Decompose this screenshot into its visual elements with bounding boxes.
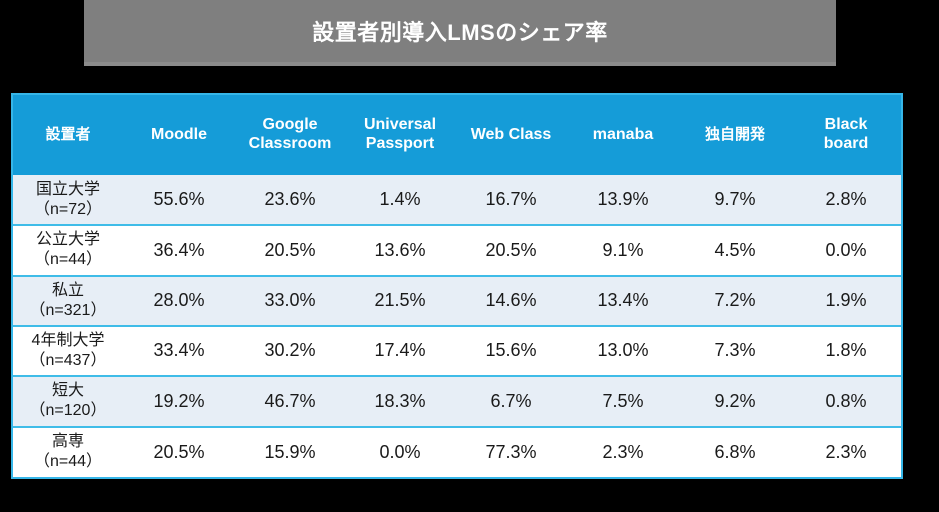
cell-web-class: 20.5% bbox=[455, 224, 567, 276]
table-row: 4年制大学 （n=437） 33.4% 30.2% 17.4% 15.6% 13… bbox=[13, 324, 901, 377]
table-row: 私立 （n=321） 28.0% 33.0% 21.5% 14.6% 13.4%… bbox=[13, 274, 901, 326]
cell-blackboard: 2.3% bbox=[791, 425, 901, 477]
cell-web-class: 15.6% bbox=[455, 324, 567, 377]
table-row: 国立大学 （n=72） 55.6% 23.6% 1.4% 16.7% 13.9%… bbox=[13, 175, 901, 226]
cell-universal-passport: 0.0% bbox=[345, 425, 455, 477]
cell-in-house: 7.3% bbox=[679, 324, 791, 377]
cell-blackboard: 0.8% bbox=[791, 375, 901, 427]
cell-google-classroom: 23.6% bbox=[235, 175, 345, 226]
cell-in-house: 4.5% bbox=[679, 224, 791, 276]
cell-universal-passport: 21.5% bbox=[345, 274, 455, 326]
table-row: 高専 （n=44） 20.5% 15.9% 0.0% 77.3% 2.3% 6.… bbox=[13, 425, 901, 477]
cell-manaba: 7.5% bbox=[567, 375, 679, 427]
row-label-line2: （n=44） bbox=[33, 251, 103, 269]
row-label-line2: （n=120） bbox=[29, 402, 107, 420]
cell-manaba: 2.3% bbox=[567, 425, 679, 477]
lms-share-table: 設置者 Moodle Google Classroom Universal Pa… bbox=[13, 95, 901, 477]
cell-manaba: 9.1% bbox=[567, 224, 679, 276]
column-header-line1: 独自開発 bbox=[704, 126, 765, 144]
page-title: 設置者別導入LMSのシェア率 bbox=[312, 20, 608, 45]
cell-blackboard: 1.9% bbox=[791, 274, 901, 326]
cell-google-classroom: 15.9% bbox=[235, 425, 345, 477]
row-label-line1: 4年制大学 bbox=[31, 332, 105, 350]
column-header-web-class: Web Class bbox=[455, 95, 567, 175]
cell-web-class: 6.7% bbox=[455, 375, 567, 427]
column-header-universal-passport: Universal Passport bbox=[345, 95, 455, 175]
table-body: 国立大学 （n=72） 55.6% 23.6% 1.4% 16.7% 13.9%… bbox=[13, 175, 901, 477]
column-header-line1: Google bbox=[262, 116, 318, 134]
cell-manaba: 13.4% bbox=[567, 274, 679, 326]
column-header-blackboard: Black board bbox=[791, 95, 901, 175]
cell-manaba: 13.0% bbox=[567, 324, 679, 377]
row-label-line1: 国立大学 bbox=[35, 180, 100, 198]
column-header-line1: Moodle bbox=[151, 125, 207, 143]
column-header-line1: 設置者 bbox=[45, 126, 91, 144]
lms-share-table-container: 設置者 Moodle Google Classroom Universal Pa… bbox=[11, 93, 903, 479]
row-header-national-university: 国立大学 （n=72） bbox=[13, 175, 123, 226]
cell-moodle: 20.5% bbox=[123, 425, 235, 477]
column-header-line2: board bbox=[823, 135, 869, 152]
cell-in-house: 9.7% bbox=[679, 175, 791, 226]
row-label-line2: （n=72） bbox=[33, 200, 103, 218]
cell-manaba: 13.9% bbox=[567, 175, 679, 226]
table-header-row: 設置者 Moodle Google Classroom Universal Pa… bbox=[13, 95, 901, 175]
cell-moodle: 36.4% bbox=[123, 224, 235, 276]
cell-moodle: 28.0% bbox=[123, 274, 235, 326]
row-header-public-university: 公立大学 （n=44） bbox=[13, 224, 123, 276]
cell-web-class: 77.3% bbox=[455, 425, 567, 477]
row-label-line1: 高専 bbox=[51, 433, 84, 451]
table-row: 公立大学 （n=44） 36.4% 20.5% 13.6% 20.5% 9.1%… bbox=[13, 224, 901, 276]
row-header-four-year-university: 4年制大学 （n=437） bbox=[13, 324, 123, 377]
column-header-in-house-development: 独自開発 bbox=[679, 95, 791, 175]
row-label-line2: （n=44） bbox=[33, 453, 103, 471]
column-header-moodle: Moodle bbox=[123, 95, 235, 175]
column-header-installer: 設置者 bbox=[13, 95, 123, 175]
column-header-line1: manaba bbox=[592, 125, 654, 143]
cell-moodle: 19.2% bbox=[123, 375, 235, 427]
column-header-manaba: manaba bbox=[567, 95, 679, 175]
cell-web-class: 14.6% bbox=[455, 274, 567, 326]
cell-in-house: 9.2% bbox=[679, 375, 791, 427]
row-label-line1: 私立 bbox=[51, 281, 84, 299]
row-header-technical-college: 高専 （n=44） bbox=[13, 425, 123, 477]
row-label-line1: 公立大学 bbox=[35, 231, 100, 249]
column-header-line1: Universal bbox=[363, 116, 437, 134]
row-header-junior-college: 短大 （n=120） bbox=[13, 375, 123, 427]
cell-in-house: 6.8% bbox=[679, 425, 791, 477]
cell-blackboard: 0.0% bbox=[791, 224, 901, 276]
cell-universal-passport: 1.4% bbox=[345, 175, 455, 226]
column-header-line2: Classroom bbox=[248, 135, 332, 152]
row-header-private: 私立 （n=321） bbox=[13, 274, 123, 326]
cell-blackboard: 2.8% bbox=[791, 175, 901, 226]
cell-moodle: 33.4% bbox=[123, 324, 235, 377]
column-header-line1: Web Class bbox=[470, 125, 552, 143]
cell-google-classroom: 46.7% bbox=[235, 375, 345, 427]
row-label-line2: （n=437） bbox=[29, 352, 107, 370]
cell-google-classroom: 30.2% bbox=[235, 324, 345, 377]
cell-in-house: 7.2% bbox=[679, 274, 791, 326]
cell-google-classroom: 33.0% bbox=[235, 274, 345, 326]
column-header-line2: Passport bbox=[365, 135, 435, 152]
table-header: 設置者 Moodle Google Classroom Universal Pa… bbox=[13, 95, 901, 175]
cell-web-class: 16.7% bbox=[455, 175, 567, 226]
column-header-google-classroom: Google Classroom bbox=[235, 95, 345, 175]
cell-google-classroom: 20.5% bbox=[235, 224, 345, 276]
column-header-line1: Black bbox=[824, 116, 868, 134]
row-label-line1: 短大 bbox=[51, 382, 84, 400]
table-row: 短大 （n=120） 19.2% 46.7% 18.3% 6.7% 7.5% 9… bbox=[13, 375, 901, 427]
banner-underline bbox=[84, 62, 836, 66]
cell-blackboard: 1.8% bbox=[791, 324, 901, 377]
cell-universal-passport: 18.3% bbox=[345, 375, 455, 427]
title-banner: 設置者別導入LMSのシェア率 bbox=[84, 0, 836, 66]
row-label-line2: （n=321） bbox=[29, 301, 107, 319]
cell-moodle: 55.6% bbox=[123, 175, 235, 226]
cell-universal-passport: 17.4% bbox=[345, 324, 455, 377]
cell-universal-passport: 13.6% bbox=[345, 224, 455, 276]
